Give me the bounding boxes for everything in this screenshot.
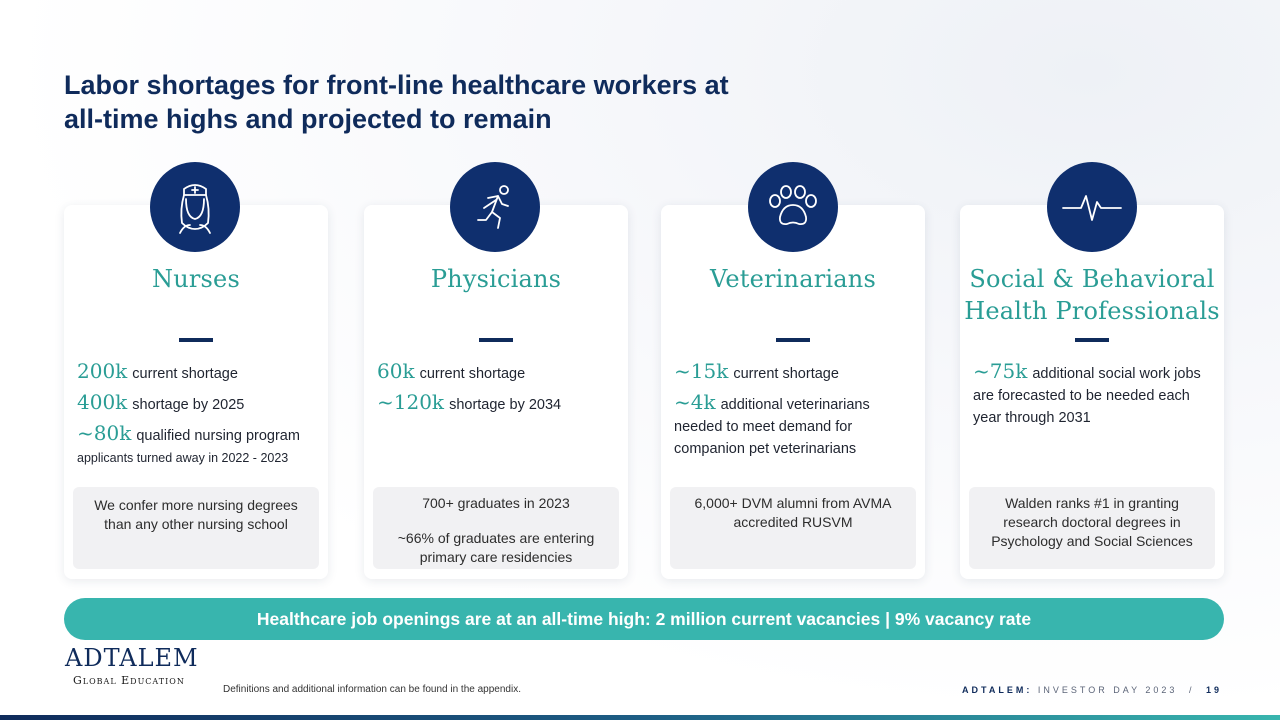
card-title-line2: Health Professionals <box>964 297 1220 325</box>
note-text: 6,000+ DVM alumni from AVMA accredited R… <box>694 495 892 530</box>
adtalem-logo: ADTALEM Global Education <box>65 645 200 687</box>
slide-title-line1: Labor shortages for front-line healthcar… <box>64 70 729 100</box>
stat-text: additional veterinarians needed to meet … <box>674 397 870 457</box>
divider-dash <box>776 338 810 342</box>
stat-number: 200k <box>77 359 128 383</box>
stat-number: 60k <box>377 359 415 383</box>
stat-item: 400k shortage by 2025 <box>77 391 314 416</box>
footer-separator: / <box>1188 685 1195 695</box>
stat-number: ~120k <box>377 390 445 414</box>
note-text: ~66% of graduates are entering primary c… <box>397 530 595 565</box>
card-title: Physicians <box>430 265 562 293</box>
vacancy-banner: Healthcare job openings are at an all-ti… <box>64 598 1224 640</box>
logo-wordmark: ADTALEM <box>65 644 199 672</box>
logo-subtitle: Global Education <box>73 674 185 687</box>
card-physicians: Physicians 60k current shortage ~120k shor… <box>364 205 628 579</box>
stat-text: shortage by 2025 <box>132 397 245 413</box>
card-nurses: Nurses 200k current shortage 400k shortage… <box>64 205 328 579</box>
divider-dash <box>479 338 513 342</box>
stat-item: 200k current shortage <box>77 360 314 385</box>
stat-item: ~120k shortage by 2034 <box>377 391 614 416</box>
bottom-accent-bar <box>0 715 1280 720</box>
stat-item: ~15k current shortage <box>674 360 911 385</box>
footnote: Definitions and additional information c… <box>223 684 521 695</box>
stat-item: ~75k additional social work jobs are fore… <box>973 360 1210 429</box>
card-title-line1: Social & Behavioral <box>969 265 1215 293</box>
card-social-behavioral: Social & Behavioral Health Professionals… <box>960 205 1224 579</box>
page-number: 19 <box>1205 685 1222 695</box>
paw-icon <box>748 162 838 252</box>
stats-list: 200k current shortage 400k shortage by 202… <box>77 360 314 473</box>
stat-text: shortage by 2034 <box>449 397 562 413</box>
footer-brand: ADTALEM: <box>962 685 1033 695</box>
nurse-icon <box>150 162 240 252</box>
stat-number: ~4k <box>674 390 716 414</box>
slide-title: Labor shortages for front-line healthcar… <box>64 68 824 136</box>
stat-number: 400k <box>77 390 128 414</box>
stat-text: current shortage <box>132 366 238 382</box>
note-box: 700+ graduates in 2023 ~66% of graduates… <box>373 487 619 569</box>
divider-dash <box>1075 338 1109 342</box>
stat-number: ~15k <box>674 359 729 383</box>
slide-title-line2: all-time highs and projected to remain <box>64 104 552 134</box>
note-box: 6,000+ DVM alumni from AVMA accredited R… <box>670 487 916 569</box>
stat-item: ~4k additional veterinarians needed to me… <box>674 391 911 460</box>
stat-text: current shortage <box>733 366 839 382</box>
heartbeat-icon <box>1047 162 1137 252</box>
footer-page-info: ADTALEM: INVESTOR DAY 2023 / 19 <box>962 685 1222 695</box>
note-text: We confer more nursing degrees than any … <box>94 497 298 532</box>
card-title: Nurses <box>152 265 240 293</box>
stats-list: ~75k additional social work jobs are fore… <box>973 360 1210 435</box>
runner-icon <box>450 162 540 252</box>
stat-text: qualified nursing program <box>136 428 300 444</box>
note-box: We confer more nursing degrees than any … <box>73 487 319 569</box>
footer-event: INVESTOR DAY 2023 <box>1037 685 1178 695</box>
note-box: Walden ranks #1 in granting research doc… <box>969 487 1215 569</box>
stat-number: ~80k <box>77 421 132 445</box>
stat-item: 60k current shortage <box>377 360 614 385</box>
stat-subtext: applicants turned away in 2022 - 2023 <box>77 451 289 465</box>
divider-dash <box>179 338 213 342</box>
stats-list: 60k current shortage ~120k shortage by 203… <box>377 360 614 422</box>
stat-text: additional social work jobs are forecast… <box>973 366 1201 426</box>
note-text: 700+ graduates in 2023 <box>422 495 570 511</box>
note-text: Walden ranks #1 in granting research doc… <box>991 495 1193 549</box>
stat-number: ~75k <box>973 359 1028 383</box>
stats-list: ~15k current shortage ~4k additional veter… <box>674 360 911 466</box>
stat-item: ~80k qualified nursing program applicants … <box>77 422 314 467</box>
card-title: Veterinarians <box>710 265 876 293</box>
card-veterinarians: Veterinarians ~15k current shortage ~4k ad… <box>661 205 925 579</box>
stat-text: current shortage <box>419 366 526 382</box>
card-title: Social & Behavioral Health Professionals <box>960 263 1224 327</box>
